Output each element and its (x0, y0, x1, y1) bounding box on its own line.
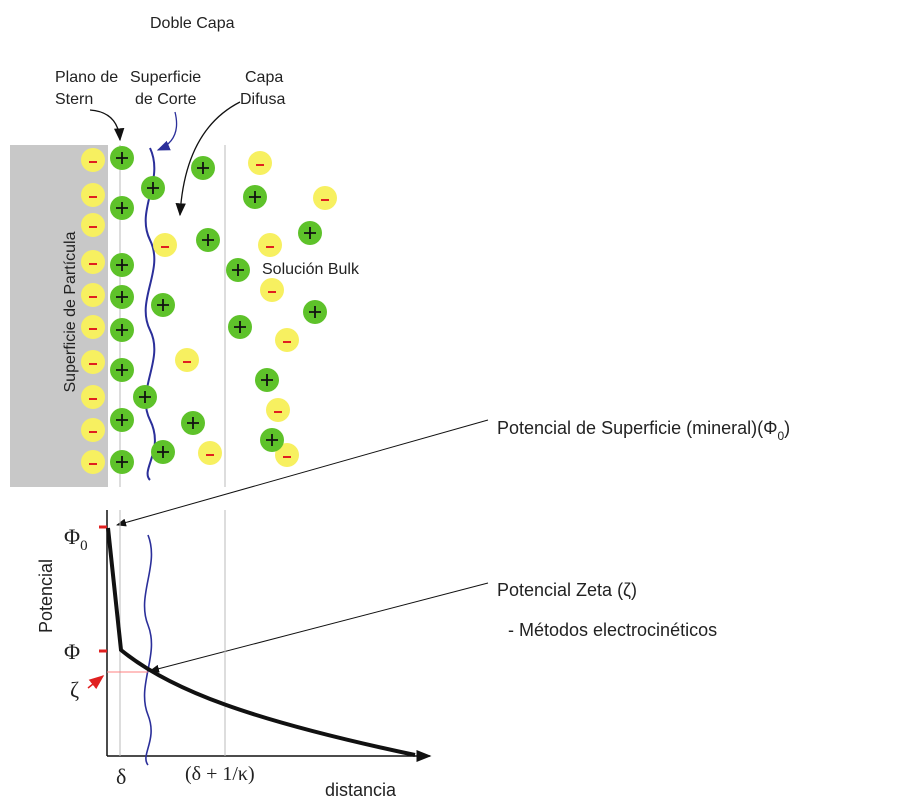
shear-plane (145, 535, 152, 765)
anion (313, 186, 337, 210)
debye-length: (δ + 1/κ) (185, 763, 255, 785)
page: Doble Capa Plano de Stern Superficie de … (0, 0, 915, 805)
phi0-symbol: Φ (64, 524, 80, 549)
phi: Φ (64, 639, 80, 664)
anion (81, 183, 105, 207)
annotation: - Métodos electrocinéticos (508, 620, 717, 640)
annotation-text: Potencial de Superficie (mineral)(Φ (497, 418, 777, 438)
anion (248, 151, 272, 175)
zeta: ζ (70, 677, 79, 702)
anion (81, 283, 105, 307)
anion (81, 213, 105, 237)
anion (198, 441, 222, 465)
title: Doble Capa (150, 15, 235, 32)
anion (81, 148, 105, 172)
stern-label: Stern (55, 91, 93, 108)
anion (175, 348, 199, 372)
anion (258, 233, 282, 257)
anion (81, 418, 105, 442)
arrow (117, 420, 488, 525)
phi0: Φ0 (64, 524, 88, 554)
arrow (150, 583, 488, 671)
arrow (88, 676, 103, 688)
annotation-tail: ) (784, 418, 790, 438)
anion (81, 350, 105, 374)
delta: δ (116, 764, 126, 789)
particle-label: Superficie de Partícula (62, 231, 79, 392)
arrow (90, 110, 120, 140)
diffuse-label: Difusa (240, 91, 285, 108)
bulk-label: Solución Bulk (262, 261, 360, 278)
anion (81, 450, 105, 474)
shear-label: Superficie (130, 69, 201, 86)
stern-label: Plano de (55, 69, 118, 86)
phi0-sub: 0 (80, 538, 88, 554)
diagram: Doble Capa Plano de Stern Superficie de … (0, 0, 915, 800)
ions (81, 146, 337, 474)
anion (81, 250, 105, 274)
anion (81, 385, 105, 409)
annotation: Potencial de Superficie (mineral)(Φ0) (497, 418, 790, 443)
arrow (158, 112, 177, 150)
shear-label: de Corte (135, 91, 196, 108)
y-label: Potencial (36, 559, 56, 633)
diffuse-label: Capa (245, 69, 283, 86)
anion (266, 398, 290, 422)
anion (81, 315, 105, 339)
annotation: Potencial Zeta (ζ) (497, 580, 637, 600)
x-label: distancia (325, 780, 397, 800)
anion (275, 328, 299, 352)
anion (153, 233, 177, 257)
anion (260, 278, 284, 302)
